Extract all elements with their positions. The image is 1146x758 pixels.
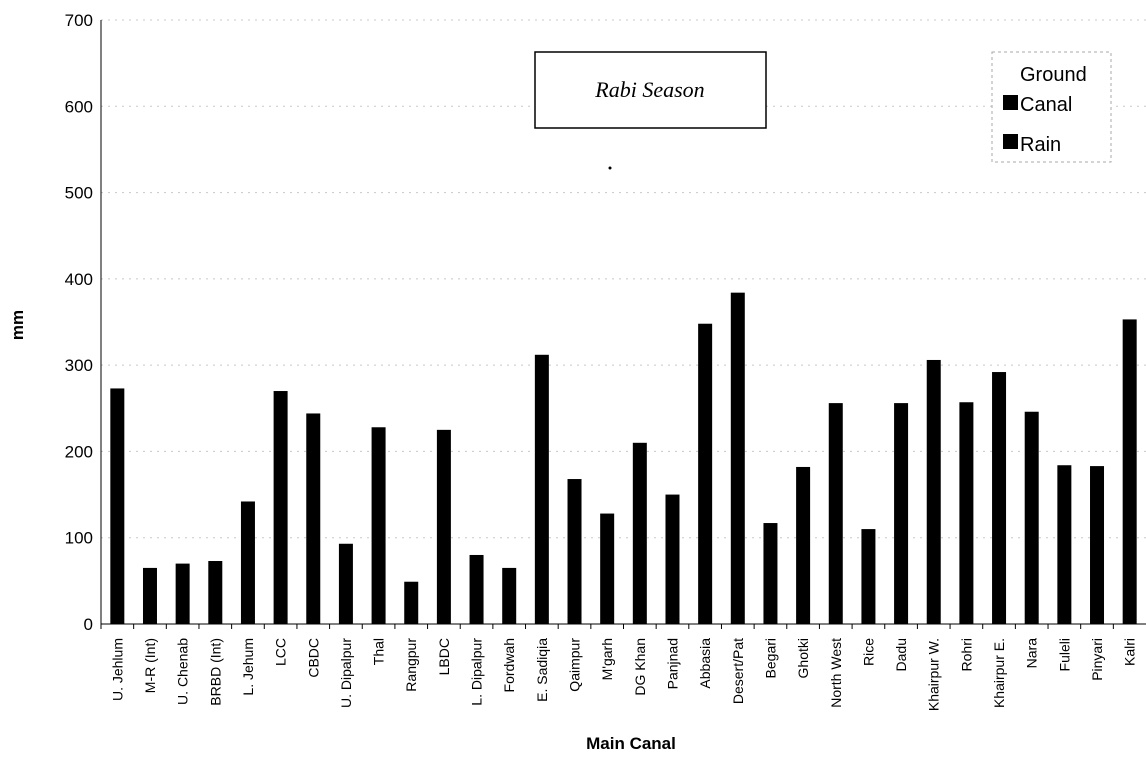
- x-axis-title: Main Canal: [586, 734, 676, 753]
- title-box: [534, 51, 767, 129]
- x-tick-label: Dadu: [893, 638, 909, 671]
- x-tick-label: Begari: [762, 638, 778, 678]
- x-tick-label: U. Chenab: [175, 638, 191, 705]
- bar: [469, 554, 484, 624]
- bars-layer: [110, 292, 1137, 624]
- bar: [142, 567, 157, 624]
- x-tick-label: North West: [828, 638, 844, 708]
- x-tick-label: Abbasia: [697, 638, 713, 689]
- legend-swatch-rain: [1003, 134, 1018, 149]
- x-tick-label: DG Khan: [632, 638, 648, 696]
- legend-label-canal: Canal: [1020, 94, 1072, 116]
- x-tick-label: Ghotki: [795, 638, 811, 678]
- bar: [240, 501, 255, 624]
- x-tick-label: Thal: [371, 638, 387, 665]
- bar: [567, 479, 582, 624]
- legend-label-ground: Ground: [1020, 64, 1087, 86]
- bar: [632, 442, 647, 624]
- legend-swatch-canal: [1003, 95, 1018, 110]
- x-tick-label: Desert/Pat: [730, 638, 746, 704]
- bar: [1090, 466, 1105, 624]
- x-tick-label: Rangpur: [403, 638, 419, 692]
- y-tick-label: 500: [65, 184, 93, 203]
- bar: [992, 372, 1007, 624]
- x-tick-label: L. Dipalpur: [469, 638, 485, 706]
- axes-layer: 0 100 200 300 400 500 600 700 U. Jehlum M-R (Int)…: [65, 11, 1146, 711]
- bar: [730, 292, 745, 624]
- x-tick-label: U. Jehlum: [109, 638, 125, 701]
- x-tick-label: Pinyari: [1089, 638, 1105, 681]
- x-tick-label: Nara: [1024, 638, 1040, 669]
- bar: [600, 513, 615, 624]
- x-tick-label: CBDC: [305, 638, 321, 678]
- y-tick-label: 400: [65, 270, 93, 289]
- y-tick-label: 100: [65, 529, 93, 548]
- bar: [959, 402, 974, 624]
- x-tick-label: BRBD (Int): [207, 638, 223, 706]
- y-tick-label: 200: [65, 442, 93, 461]
- bar: [763, 523, 778, 624]
- legend: Ground Canal Rain: [991, 51, 1112, 163]
- bar: [208, 561, 223, 624]
- bar: [1057, 465, 1072, 624]
- bar: [534, 354, 549, 624]
- y-tick-label: 0: [84, 615, 93, 634]
- x-tick-label: Fordwah: [501, 638, 517, 692]
- x-tick-label: Fuleli: [1056, 638, 1072, 671]
- bar: [110, 388, 125, 624]
- x-tick-label: U. Dipalpur: [338, 638, 354, 708]
- x-tick-label: Qaimpur: [567, 638, 583, 692]
- y-tick-label: 700: [65, 11, 93, 30]
- x-tick-label: LBDC: [436, 638, 452, 675]
- x-tick-label: Khairpur W.: [926, 638, 942, 711]
- bar: [338, 543, 353, 624]
- y-tick-label: 600: [65, 97, 93, 116]
- bar: [404, 581, 419, 624]
- x-tick-label: Kalri: [1122, 638, 1138, 666]
- x-tick-label: E. Sadiqia: [534, 638, 550, 702]
- chart-title: Rabi Season: [594, 77, 704, 102]
- bar: [861, 529, 876, 624]
- bar: [502, 567, 517, 624]
- y-tick-label: 300: [65, 356, 93, 375]
- legend-label-rain: Rain: [1020, 134, 1061, 156]
- bar: [436, 429, 451, 624]
- bar: [698, 323, 713, 624]
- bar: [1024, 411, 1039, 624]
- x-tick-label: Rice: [860, 638, 876, 666]
- bar: [828, 403, 843, 624]
- bar: [665, 494, 680, 624]
- bar: [273, 391, 288, 624]
- x-tick-label: M-R (Int): [142, 638, 158, 693]
- y-axis-title: mm: [8, 310, 27, 340]
- stray-dot: [608, 166, 612, 170]
- bar: [894, 403, 909, 624]
- bar: [926, 359, 941, 624]
- x-tick-label: L. Jehum: [240, 638, 256, 696]
- bar: [796, 466, 811, 624]
- bar: [371, 427, 386, 624]
- x-tick-label: Panjnad: [664, 638, 680, 689]
- bar: [1122, 319, 1137, 624]
- x-tick-label: Rohri: [958, 638, 974, 671]
- x-tick-label: LCC: [273, 638, 289, 666]
- bar: [306, 413, 321, 624]
- x-tick-label: M'garh: [599, 638, 615, 680]
- bar: [175, 563, 190, 624]
- x-tick-label: Khairpur E.: [991, 638, 1007, 708]
